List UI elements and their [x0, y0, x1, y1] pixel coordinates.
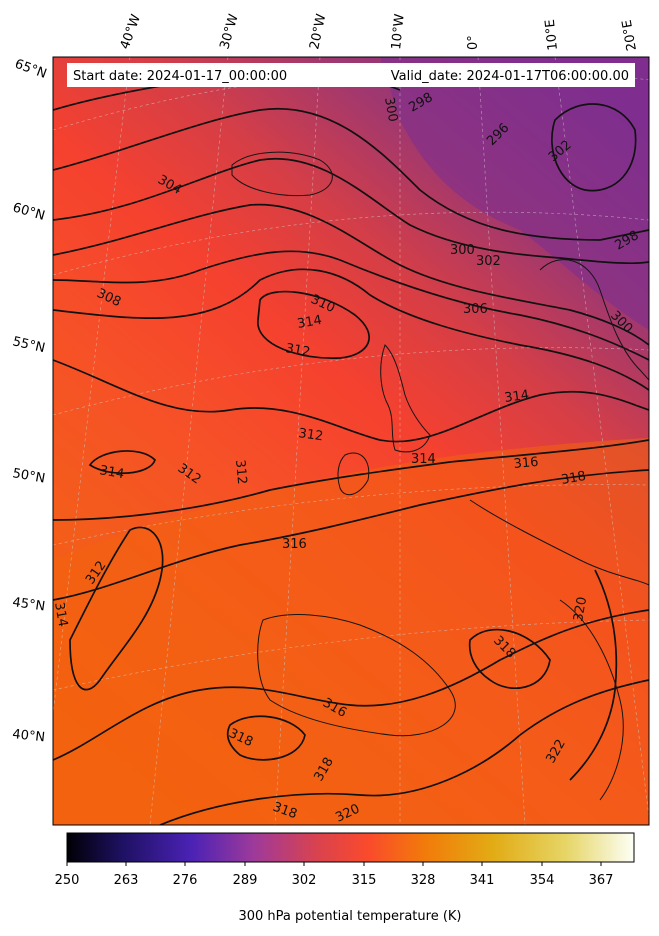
contour-label: 312: [297, 426, 324, 444]
lon-label: 10°W: [389, 13, 408, 50]
lat-label: 65°N: [13, 57, 49, 82]
contour-label: 316: [282, 537, 307, 552]
warm-sector: [53, 438, 649, 825]
lat-label: 60°N: [11, 200, 47, 223]
contour-label: 314: [296, 313, 323, 332]
contour-314-small: [88, 450, 156, 475]
lat-label: 50°N: [11, 466, 46, 486]
colorbar-tick-label: 315: [352, 873, 377, 888]
start-date-label: Start date: 2024-01-17_00:00:00: [73, 69, 287, 84]
colorbar-tick-label: 302: [292, 873, 317, 888]
colorbar-tick-label: 289: [233, 873, 258, 888]
contour-312: [53, 359, 649, 443]
colorbar-ticks: 250 263 276 289 302 315 328 341 354 367: [55, 862, 614, 888]
colorbar-tick-label: 263: [114, 873, 139, 888]
contour-label: 320: [571, 596, 590, 623]
contour-302: [53, 157, 649, 265]
italy-coast: [559, 599, 624, 801]
contour-label: 314: [411, 452, 436, 467]
colorbar-tick-label: 250: [55, 873, 80, 888]
contour-316: [53, 469, 649, 601]
contour-label: 300: [381, 96, 400, 123]
contour-label: 312: [232, 459, 249, 485]
contour-label: 300: [450, 243, 475, 258]
contour-label: 316: [513, 455, 539, 472]
contour-label: 318: [560, 469, 587, 488]
ireland-coast: [337, 452, 370, 496]
colorbar: 250 263 276 289 302 315 328 341 354 367 …: [55, 832, 635, 924]
lon-label: 0°: [466, 35, 481, 50]
header-box: [67, 63, 635, 87]
contour-300: [53, 107, 649, 241]
colorbar-tick-label: 354: [530, 873, 555, 888]
colorbar-tick-label: 367: [589, 873, 614, 888]
contour-314b: [53, 439, 649, 521]
contour-318: [53, 609, 649, 761]
britain-coast: [380, 344, 431, 453]
colorbar-tick-label: 276: [173, 873, 198, 888]
map-frame: [52, 56, 650, 826]
colorbar-tick-label: 341: [470, 873, 495, 888]
contour-304: [53, 203, 649, 346]
contour-label: 302: [476, 254, 501, 269]
lon-label: 10°E: [543, 18, 561, 51]
lat-label: 55°N: [11, 334, 46, 356]
contour-label: 312: [284, 341, 311, 360]
colorbar-bar: [66, 832, 635, 863]
valid-date-label: Valid_date: 2024-01-17T06:00:00.00: [391, 69, 629, 84]
longitude-labels: 40°W 30°W 20°W 10°W 0° 10°E 20°E: [118, 12, 640, 52]
contour-320: [159, 679, 649, 825]
france-coast: [469, 499, 649, 586]
contour-302-loop: [551, 103, 637, 192]
lat-label: 40°N: [12, 727, 46, 745]
contour-label: 314: [98, 463, 125, 482]
colorbar-label: 300 hPa potential temperature (K): [238, 909, 461, 924]
colorbar-tick-label: 328: [411, 873, 436, 888]
lon-label: 40°W: [118, 12, 144, 51]
contour-318-loop: [226, 715, 306, 761]
contour-320-east: [569, 569, 618, 781]
lon-label: 30°W: [217, 12, 241, 51]
contour-label: 306: [463, 302, 488, 317]
contour-312-west: [69, 526, 164, 691]
contour-306: [53, 250, 649, 361]
contour-318-east: [468, 628, 551, 689]
map-area: [53, 57, 649, 825]
iceland-coast: [231, 151, 333, 197]
latitude-labels: 65°N 60°N 55°N 50°N 45°N 40°N: [11, 57, 49, 746]
scandinavia-coast: [539, 259, 649, 381]
lon-label: 20°E: [620, 19, 640, 52]
coastlines: [231, 151, 649, 801]
iberia-coast: [257, 614, 456, 737]
contour-label: 314: [51, 601, 70, 628]
lon-label: 20°W: [307, 12, 329, 50]
contour-label: 314: [503, 388, 530, 406]
contour-lines: [53, 66, 649, 825]
lat-label: 45°N: [11, 595, 46, 614]
cold-sector: [380, 57, 649, 330]
contour-314-loop: [257, 290, 371, 359]
contour-308: [53, 268, 649, 391]
